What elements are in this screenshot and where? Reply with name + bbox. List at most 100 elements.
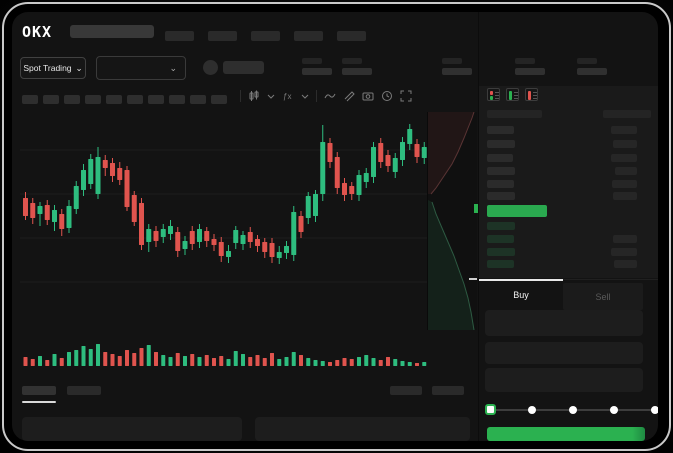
order-book bbox=[479, 86, 658, 278]
active-tab-indicator bbox=[479, 279, 563, 281]
nav-item-3[interactable] bbox=[251, 31, 280, 41]
bottom-tab-indicator bbox=[22, 401, 56, 403]
coin-avatar bbox=[203, 60, 218, 75]
slider-step-4[interactable] bbox=[651, 406, 658, 414]
pair-name-placeholder bbox=[223, 61, 264, 74]
last-price-bar bbox=[487, 205, 547, 217]
timeframe-3[interactable] bbox=[64, 95, 80, 104]
ask-amount-row bbox=[611, 126, 637, 134]
trading-app-window: OKX Spot Trading ⌄ ⌄ ƒx bbox=[12, 12, 658, 441]
depth-chart bbox=[427, 111, 478, 331]
price-input[interactable] bbox=[485, 310, 643, 336]
bottom-action-1[interactable] bbox=[390, 386, 422, 395]
stat-label-placeholder bbox=[442, 58, 462, 64]
history-icon[interactable] bbox=[381, 90, 393, 102]
svg-text:ƒx: ƒx bbox=[283, 92, 291, 101]
amount-input[interactable] bbox=[485, 342, 643, 364]
stat-value-placeholder bbox=[442, 68, 472, 75]
buy-submit-button[interactable] bbox=[487, 427, 645, 441]
bid-amount-row bbox=[611, 248, 637, 256]
bid-amount-row bbox=[613, 235, 637, 243]
ask-price-row bbox=[487, 140, 515, 148]
volume-pane bbox=[20, 342, 430, 368]
nav-item-4[interactable] bbox=[294, 31, 323, 41]
ask-price-row bbox=[487, 180, 514, 188]
stat-value-placeholder bbox=[515, 68, 545, 75]
indicators-icon[interactable]: ƒx bbox=[282, 90, 294, 102]
stat-group-4 bbox=[515, 58, 545, 75]
bottom-tab-active[interactable] bbox=[22, 386, 56, 395]
ask-price-row bbox=[487, 167, 515, 175]
slider-step-1[interactable] bbox=[528, 406, 536, 414]
chart-type-icon[interactable] bbox=[248, 90, 260, 102]
stat-label-placeholder bbox=[577, 58, 597, 64]
ask-amount-row bbox=[615, 167, 637, 175]
nav-item-2[interactable] bbox=[208, 31, 237, 41]
orderbook-mode-toggles bbox=[487, 88, 538, 101]
timeframe-2[interactable] bbox=[43, 95, 59, 104]
bid-price-row bbox=[487, 235, 514, 243]
chevron-down-icon[interactable] bbox=[301, 92, 309, 100]
stat-label-placeholder bbox=[342, 58, 362, 64]
bottom-action-2[interactable] bbox=[432, 386, 464, 395]
bottom-tab[interactable] bbox=[67, 386, 101, 395]
stat-group-3 bbox=[442, 58, 472, 75]
nav-item-1[interactable] bbox=[165, 31, 194, 41]
stat-value-placeholder bbox=[302, 68, 332, 75]
order-sidebar: Buy Sell bbox=[478, 12, 658, 441]
slider-step-3[interactable] bbox=[610, 406, 618, 414]
trade-tabs: Buy Sell bbox=[479, 279, 658, 310]
ask-amount-row bbox=[611, 154, 637, 162]
amount-slider[interactable] bbox=[479, 402, 658, 418]
book-split-icon[interactable] bbox=[487, 88, 500, 101]
ask-amount-row bbox=[612, 180, 637, 188]
ask-price-row bbox=[487, 154, 513, 162]
slider-step-2[interactable] bbox=[569, 406, 577, 414]
chevron-down-icon[interactable] bbox=[267, 92, 275, 100]
timeframe-bar bbox=[22, 91, 232, 104]
camera-icon[interactable] bbox=[362, 90, 374, 102]
timeframe-7[interactable] bbox=[148, 95, 164, 104]
pair-select[interactable]: ⌄ bbox=[96, 56, 186, 80]
fullscreen-icon[interactable] bbox=[400, 90, 412, 102]
line-tool-icon[interactable] bbox=[324, 90, 336, 102]
tab-sell[interactable]: Sell bbox=[563, 283, 643, 310]
market-type-dropdown[interactable]: Spot Trading ⌄ bbox=[20, 57, 86, 79]
ask-price-row bbox=[487, 126, 514, 134]
chevron-down-icon: ⌄ bbox=[169, 62, 177, 73]
bid-amount-row bbox=[614, 260, 637, 268]
book-asks-icon[interactable] bbox=[525, 88, 538, 101]
ask-amount-row bbox=[613, 140, 637, 148]
chevron-down-icon: ⌄ bbox=[75, 62, 83, 73]
stat-value-placeholder bbox=[342, 68, 372, 75]
timeframe-8[interactable] bbox=[169, 95, 185, 104]
timeframe-4[interactable] bbox=[85, 95, 101, 104]
ob-header-amount bbox=[603, 110, 651, 118]
slider-handle[interactable] bbox=[485, 404, 496, 415]
stat-group-2 bbox=[342, 58, 372, 75]
ask-amount-row bbox=[613, 192, 637, 200]
ask-price-row bbox=[487, 192, 515, 200]
nav-item-5[interactable] bbox=[337, 31, 366, 41]
stat-label-placeholder bbox=[302, 58, 322, 64]
candlestick-chart[interactable] bbox=[20, 112, 430, 332]
book-bids-icon[interactable] bbox=[506, 88, 519, 101]
timeframe-6[interactable] bbox=[127, 95, 143, 104]
stat-group-1 bbox=[302, 58, 332, 75]
bid-price-row bbox=[487, 248, 515, 256]
draw-icon[interactable] bbox=[343, 90, 355, 102]
ob-header-price bbox=[487, 110, 542, 118]
search-input[interactable] bbox=[70, 25, 154, 38]
timeframe-10[interactable] bbox=[211, 95, 227, 104]
bid-price-row bbox=[487, 222, 515, 230]
tab-buy[interactable]: Buy bbox=[513, 290, 529, 300]
orders-panel-placeholder bbox=[22, 417, 242, 441]
timeframe-5[interactable] bbox=[106, 95, 122, 104]
timeframe-9[interactable] bbox=[190, 95, 206, 104]
total-input[interactable] bbox=[485, 368, 643, 392]
divider bbox=[316, 90, 317, 102]
timeframe-1[interactable] bbox=[22, 95, 38, 104]
top-nav bbox=[165, 28, 380, 41]
stat-group-5 bbox=[577, 58, 607, 75]
